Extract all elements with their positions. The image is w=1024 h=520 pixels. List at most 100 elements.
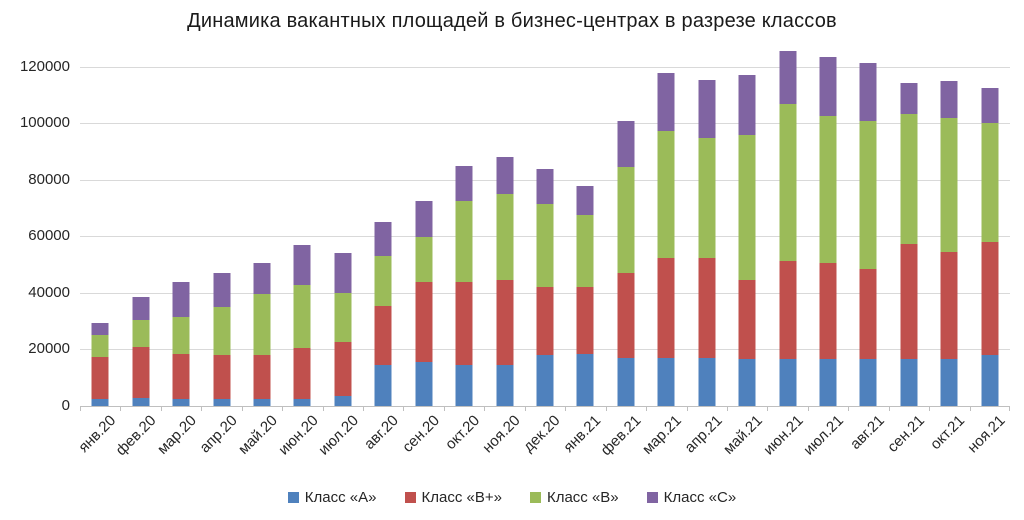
bar-segment-class-b-plus — [213, 355, 231, 399]
bar-segment-class-b-plus — [374, 305, 392, 366]
x-tick — [322, 406, 324, 411]
x-axis-label: фев.20 — [112, 412, 160, 460]
bar-segment-class-c — [698, 79, 716, 138]
bar-segment-class-b-plus — [657, 257, 675, 358]
x-tick — [848, 406, 850, 411]
x-axis-label: янв.20 — [75, 412, 120, 457]
bar-segment-class-b-plus — [496, 280, 514, 366]
y-axis-label: 100000 — [19, 114, 70, 132]
bar-segment-class-c — [172, 281, 190, 318]
bar-segment-class-a — [576, 353, 594, 406]
bar-segment-class-c — [374, 222, 392, 257]
y-axis-label: 60000 — [28, 227, 70, 245]
x-tick — [726, 406, 728, 411]
bar-мар.21 — [657, 48, 675, 406]
bar-segment-class-a — [698, 357, 716, 406]
x-tick — [160, 406, 162, 411]
x-tick — [969, 406, 971, 411]
x-axis-label: ноя.20 — [479, 412, 524, 457]
bar-segment-class-b — [981, 123, 999, 243]
bar-segment-class-a — [981, 355, 999, 406]
bar-segment-class-b-plus — [981, 242, 999, 356]
bar-segment-class-b-plus — [576, 287, 594, 354]
bar-мар.20 — [172, 48, 190, 406]
bar-сен.20 — [415, 48, 433, 406]
bar-segment-class-b — [859, 120, 877, 269]
bar-segment-class-b — [698, 137, 716, 258]
x-axis-label: июн.21 — [760, 412, 807, 459]
bar-segment-class-c — [415, 201, 433, 237]
bar-апр.21 — [698, 48, 716, 406]
bar-segment-class-b — [779, 103, 797, 261]
bar-апр.20 — [213, 48, 231, 406]
bar-segment-class-b — [172, 317, 190, 354]
bar-segment-class-b — [900, 113, 918, 244]
legend-marker-class-c — [646, 492, 658, 503]
x-axis-label: май.21 — [720, 412, 767, 458]
gridline — [80, 66, 1010, 68]
bar-segment-class-b-plus — [859, 268, 877, 360]
bar-segment-class-b-plus — [132, 346, 150, 398]
x-axis-label: июл.21 — [800, 412, 848, 459]
bar-segment-class-b-plus — [455, 281, 473, 366]
x-tick — [807, 406, 809, 411]
bar-segment-class-a — [738, 359, 756, 406]
bar-segment-class-a — [172, 398, 190, 406]
y-axis-label: 20000 — [28, 340, 70, 358]
x-axis-label: сен.21 — [884, 412, 928, 456]
x-axis-label: апр.20 — [196, 412, 241, 457]
bar-segment-class-b-plus — [698, 257, 716, 358]
bar-окт.20 — [455, 48, 473, 406]
bar-segment-class-b-plus — [172, 353, 190, 399]
legend-label: Класс «В+» — [421, 489, 502, 506]
bar-segment-class-b — [657, 130, 675, 258]
plot-area — [80, 48, 1010, 411]
bar-segment-class-a — [374, 365, 392, 406]
x-axis-label: окт.20 — [442, 412, 484, 454]
bar-май.20 — [253, 48, 271, 406]
bar-segment-class-b — [415, 236, 433, 282]
bar-segment-class-c — [536, 168, 554, 204]
bar-окт.21 — [940, 48, 958, 406]
bar-segment-class-b — [496, 194, 514, 281]
bar-segment-class-a — [213, 398, 231, 406]
bar-segment-class-b — [213, 307, 231, 356]
bar-янв.20 — [91, 48, 109, 406]
x-tick — [443, 406, 445, 411]
bar-segment-class-c — [496, 157, 514, 195]
x-tick — [565, 406, 567, 411]
x-tick — [646, 406, 648, 411]
x-tick — [403, 406, 405, 411]
bar-segment-class-a — [415, 362, 433, 406]
bar-авг.21 — [859, 48, 877, 406]
legend-marker-class-b-plus — [404, 492, 416, 503]
x-tick — [241, 406, 243, 411]
bar-segment-class-c — [91, 322, 109, 336]
bar-segment-class-a — [900, 359, 918, 406]
legend-marker-class-a — [287, 492, 299, 503]
bar-segment-class-c — [940, 81, 958, 118]
bar-segment-class-a — [819, 359, 837, 406]
bar-segment-class-c — [900, 82, 918, 114]
bar-segment-class-b-plus — [334, 342, 352, 397]
bar-segment-class-b-plus — [253, 355, 271, 399]
bar-segment-class-c — [293, 244, 311, 285]
x-tick — [363, 406, 365, 411]
bar-segment-class-b-plus — [293, 348, 311, 399]
legend-label: Класс «В» — [546, 489, 619, 506]
bar-segment-class-c — [657, 72, 675, 131]
bar-segment-class-b-plus — [738, 280, 756, 360]
bar-segment-class-a — [779, 359, 797, 406]
x-axis-label: янв.21 — [560, 412, 605, 457]
x-axis-label: ноя.21 — [964, 412, 1009, 457]
x-tick — [484, 406, 486, 411]
bar-segment-class-c — [819, 57, 837, 117]
bar-segment-class-a — [293, 398, 311, 406]
bar-segment-class-a — [334, 396, 352, 406]
bar-май.21 — [738, 48, 756, 406]
bar-segment-class-b-plus — [91, 356, 109, 399]
legend-item-class-c: Класс «С» — [646, 489, 736, 506]
x-axis-label: дек.20 — [520, 412, 565, 456]
bar-segment-class-b — [940, 117, 958, 253]
